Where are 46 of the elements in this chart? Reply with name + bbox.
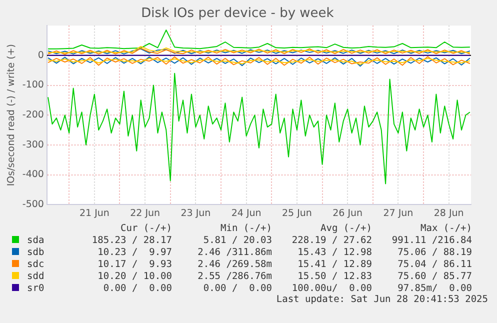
x-tick-label: 28 Jun — [434, 208, 464, 219]
text: 97.85m/ 0.00 — [396, 282, 472, 294]
text: 100.00u/ 0.00 — [290, 282, 372, 294]
x-tick-label: 27 Jun — [383, 208, 414, 219]
y-tick-label: -300 — [22, 139, 44, 150]
text: 2.55 /286.76m — [196, 270, 272, 282]
text: Max (-/+) — [420, 222, 472, 234]
y-tick-label: -100 — [22, 80, 44, 91]
text: 75.06 / 88.19 — [396, 246, 472, 258]
x-tick-label: 26 Jun — [332, 208, 363, 219]
text: Min (-/+) — [220, 222, 272, 234]
text: 2.46 /311.86m — [196, 246, 272, 258]
text: 0.00 / 0.00 — [202, 282, 272, 294]
text: 10.23 / 9.97 — [96, 246, 172, 258]
text: Cur (-/+) — [120, 222, 172, 234]
text: 2.46 /269.58m — [196, 258, 272, 270]
text: 228.19 / 27.62 — [290, 234, 372, 246]
chart-title: Disk IOs per device - by week — [141, 6, 334, 22]
x-tick-label: 25 Jun — [282, 208, 312, 219]
x-tick-label: 22 Jun — [130, 208, 160, 219]
text: 185.23 / 28.17 — [90, 234, 172, 246]
text: 15.41 / 12.89 — [296, 258, 372, 270]
x-tick-label: 21 Jun — [79, 208, 110, 219]
text: 991.11 /216.84 — [390, 234, 472, 246]
x-tick-label: 24 Jun — [231, 208, 262, 219]
y-axis-title: IOs/second read (-) / write (+) — [6, 44, 18, 186]
text: 75.04 / 86.11 — [396, 258, 472, 270]
y-tick-label: -400 — [22, 169, 44, 180]
text: 0.00 / 0.00 — [102, 282, 172, 294]
text: 5.81 / 20.03 — [202, 234, 272, 246]
y-tick-label: -200 — [22, 110, 44, 121]
legend-label: sdd — [26, 270, 46, 282]
text: 75.60 / 85.77 — [396, 270, 472, 282]
y-tick-label: -500 — [22, 199, 44, 210]
text: Avg (-/+) — [320, 222, 372, 234]
legend-label: sdb — [26, 246, 46, 258]
text: 15.43 / 12.98 — [296, 246, 372, 258]
text: 10.17 / 9.93 — [96, 258, 172, 270]
legend-label: sr0 — [26, 282, 46, 294]
legend-label: sda — [26, 234, 46, 246]
text: 15.50 / 12.83 — [296, 270, 372, 282]
legend-label: sdc — [26, 258, 46, 270]
y-tick-label: 0 — [38, 50, 44, 61]
x-tick-label: 23 Jun — [180, 208, 211, 219]
text: 10.20 / 10.00 — [96, 270, 172, 282]
text: Last update: Sat Jun 28 20:41:53 2025 — [275, 294, 488, 305]
